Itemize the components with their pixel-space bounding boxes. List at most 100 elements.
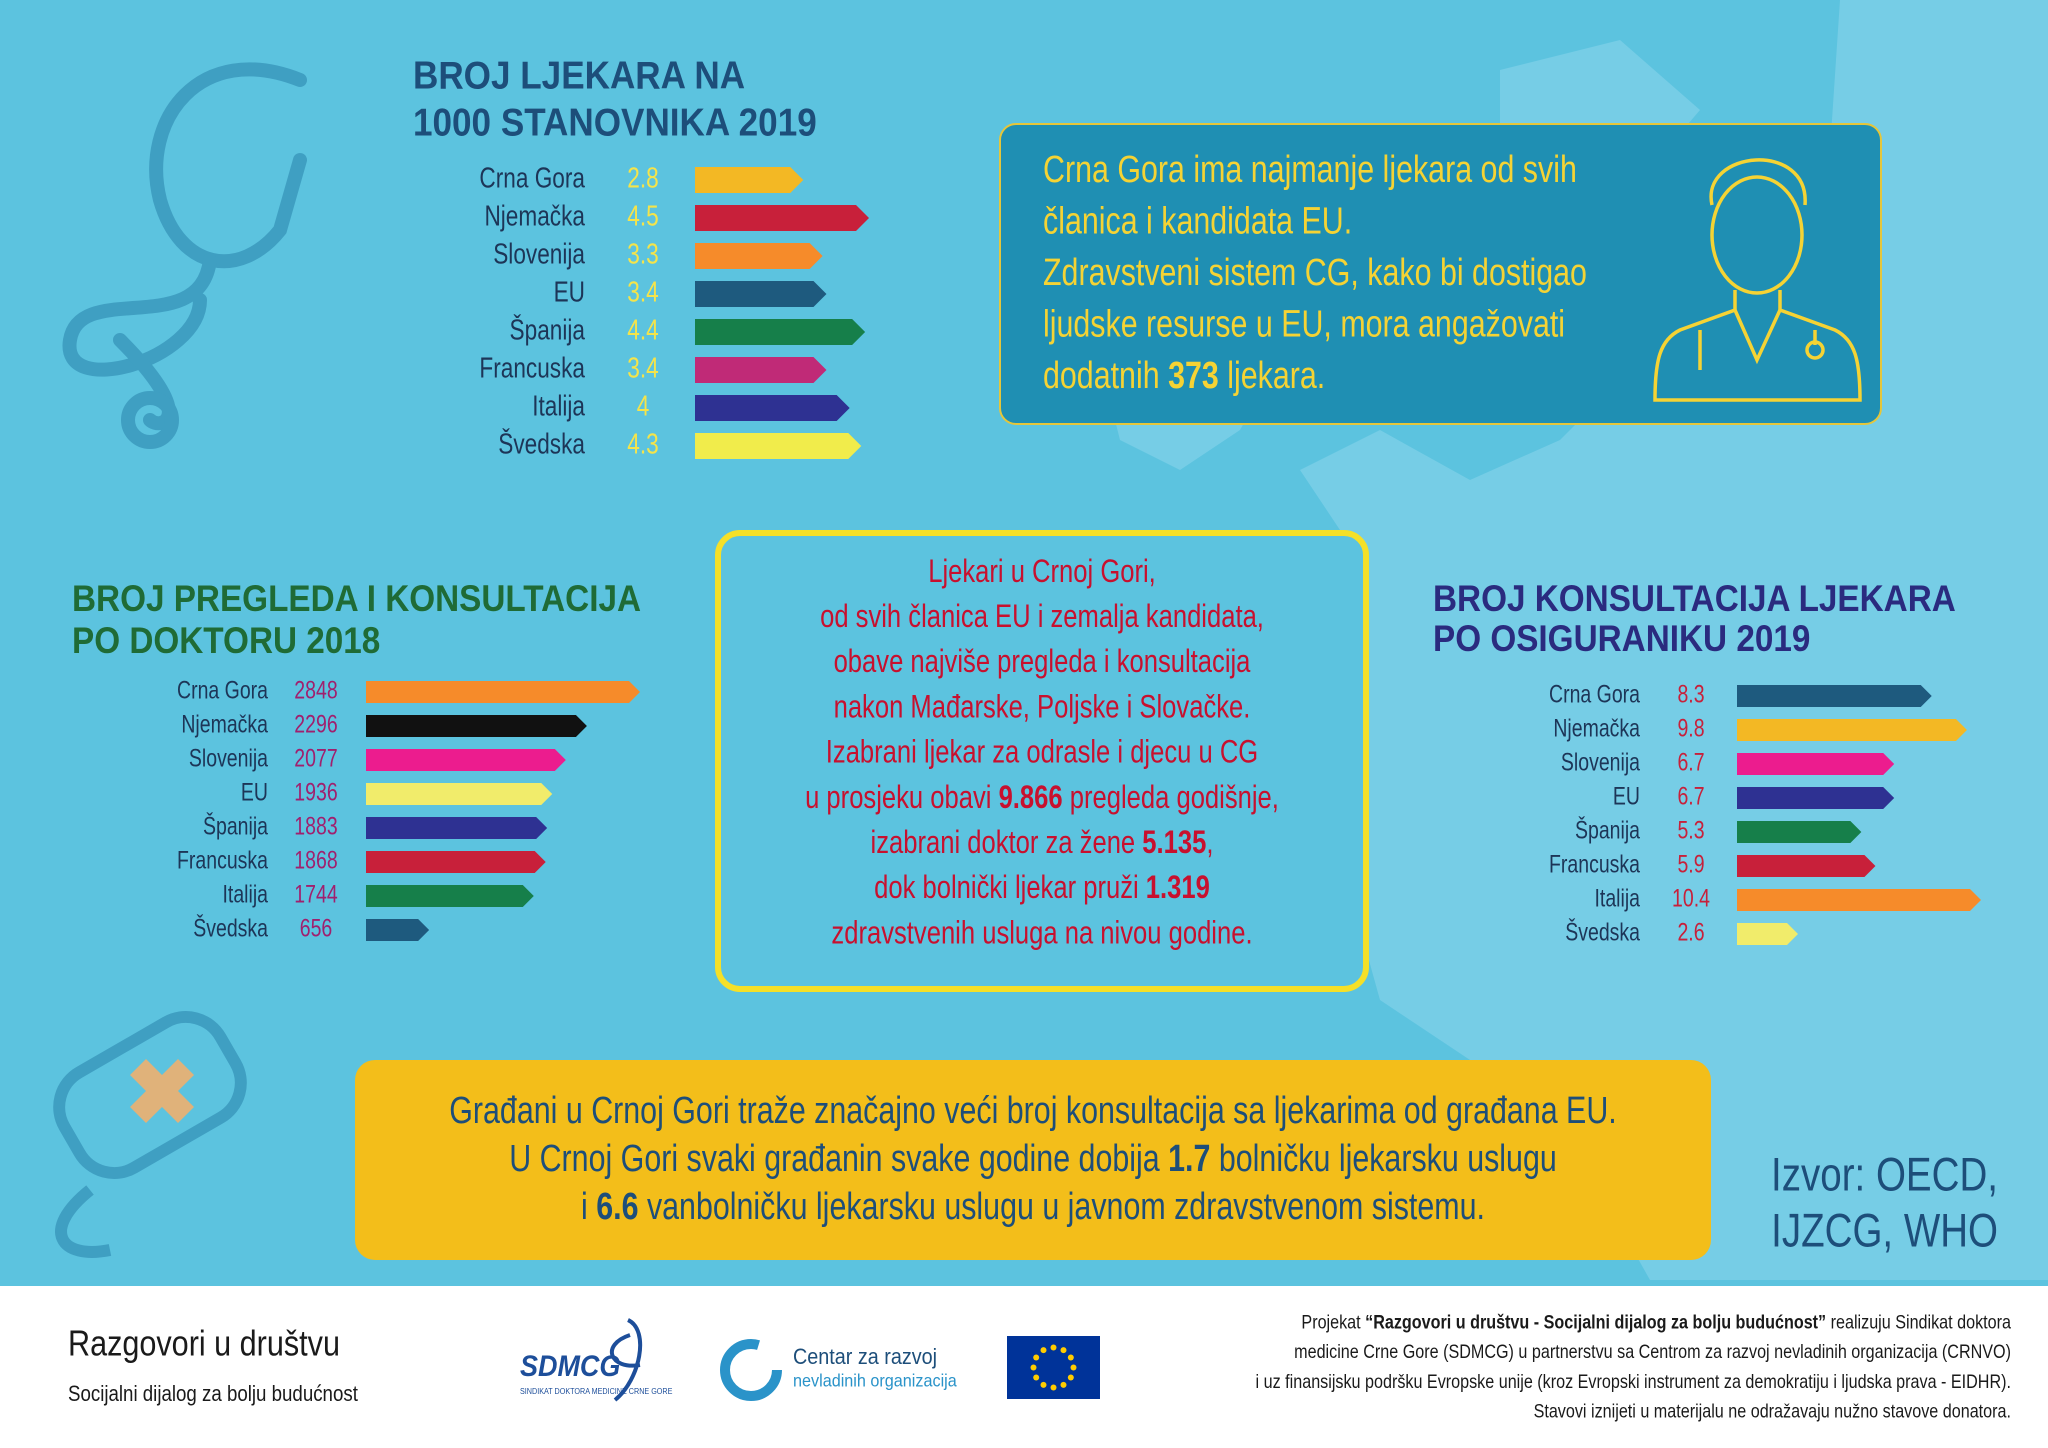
bar xyxy=(695,205,869,231)
value-label: 2077 xyxy=(294,744,337,772)
value-label: 4.3 xyxy=(627,427,658,460)
info-text: Crna Gora ima najmanje ljekara od svih xyxy=(1043,149,1577,191)
bar xyxy=(1737,753,1895,775)
value-label: 1744 xyxy=(294,880,337,908)
text-segment: i uz finansijsku podršku Evropske unije … xyxy=(1256,1370,2011,1392)
text-segment: Stavovi iznijeti u materijalu ne odražav… xyxy=(1534,1400,2011,1422)
bold-text: 373 xyxy=(1168,355,1219,397)
category-label: Švedska xyxy=(1565,918,1640,946)
bar xyxy=(366,783,553,805)
category-label: Njemačka xyxy=(484,199,585,232)
crnvo-name: nevladinih organizacija xyxy=(793,1371,957,1391)
category-label: Francuska xyxy=(177,846,268,874)
eu-stars xyxy=(1030,1344,1077,1391)
crnvo-logo xyxy=(720,1339,782,1401)
bar xyxy=(695,395,850,421)
eu-star xyxy=(1060,1347,1067,1354)
footer-text: i uz finansijsku podršku Evropske unije … xyxy=(1256,1370,2011,1392)
category-label: EU xyxy=(554,275,585,308)
chart-title: 1000 STANOVNIKA 2019 xyxy=(413,100,817,144)
info-text: Zdravstveni sistem CG, kako bi dostigao xyxy=(1043,252,1587,294)
value-label: 5.3 xyxy=(1677,816,1704,844)
bar xyxy=(1737,787,1895,809)
bar xyxy=(366,715,587,737)
category-label: Italija xyxy=(1594,884,1640,912)
eu-star xyxy=(1067,1354,1074,1361)
footer-text: Projekat “Razgovori u društvu - Socijaln… xyxy=(1301,1311,2011,1333)
bar xyxy=(1737,889,1981,911)
text-segment: zdravstvenih usluga na nivou godine. xyxy=(831,915,1252,950)
text-segment: od svih članica EU i zemalja kandidata, xyxy=(820,599,1264,634)
bold-text: 1.319 xyxy=(1146,870,1210,905)
bar xyxy=(1737,719,1967,741)
sdmcg-logo: SDMCG xyxy=(520,1350,620,1384)
eu-star xyxy=(1060,1381,1067,1388)
bottom-text: i 6.6 vanbolničku ljekarsku uslugu u jav… xyxy=(581,1186,1485,1228)
center-text: Ljekari u Crnoj Gori, xyxy=(928,554,1156,589)
text-segment: medicine Crne Gore (SDMCG) u partnerstvu… xyxy=(1294,1340,2011,1362)
text-segment: , xyxy=(1206,825,1213,860)
sdmcg-sub: SINDIKAT DOKTORA MEDICINE CRNE GORE xyxy=(520,1387,672,1396)
text-segment: U Crnoj Gori svaki građanin svake godine… xyxy=(509,1138,1168,1180)
category-label: Švedska xyxy=(498,427,585,460)
value-label: 2.8 xyxy=(627,161,658,194)
bar xyxy=(366,681,640,703)
bar xyxy=(1737,821,1862,843)
value-label: 4.5 xyxy=(627,199,658,232)
footer-title: Razgovori u društvu xyxy=(68,1324,340,1364)
value-label: 3.4 xyxy=(627,275,658,308)
center-text: dok bolnički ljekar pruži 1.319 xyxy=(874,870,1210,905)
chart-title: PO OSIGURANIKU 2019 xyxy=(1433,618,1810,659)
center-text: od svih članica EU i zemalja kandidata, xyxy=(820,599,1264,634)
chart-title: BROJ KONSULTACIJA LJEKARA xyxy=(1433,578,1956,619)
bottom-box xyxy=(355,1060,1711,1260)
footer-text: medicine Crne Gore (SDMCG) u partnerstvu… xyxy=(1294,1340,2011,1362)
eu-star xyxy=(1033,1354,1040,1361)
text-segment: u prosjeku obavi xyxy=(805,780,998,815)
category-label: Švedska xyxy=(193,914,268,942)
bold-text: 9.866 xyxy=(999,780,1063,815)
footer-subtitle: Socijalni dijalog za bolju budućnost xyxy=(68,1382,358,1406)
eu-star xyxy=(1040,1347,1047,1354)
source: Izvor: OECD, xyxy=(1771,1149,1998,1201)
bold-text: “Razgovori u društvu - Socijalni dijalog… xyxy=(1365,1311,1826,1333)
category-label: Crna Gora xyxy=(479,161,585,194)
text-segment: dodatnih xyxy=(1043,355,1168,397)
center-text: zdravstvenih usluga na nivou godine. xyxy=(831,915,1252,950)
value-label: 10.4 xyxy=(1672,884,1710,912)
bar xyxy=(695,281,827,307)
text-segment: bolničku ljekarsku uslugu xyxy=(1210,1138,1556,1180)
category-label: Francuska xyxy=(479,351,585,384)
chart-title: BROJ PREGLEDA I KONSULTACIJA xyxy=(72,578,641,619)
eu-star xyxy=(1040,1381,1047,1388)
bar xyxy=(695,319,866,345)
center-text: nakon Mađarske, Poljske i Slovačke. xyxy=(834,689,1251,724)
info-text: ljudske resurse u EU, mora angažovati xyxy=(1043,303,1565,345)
info-text: dodatnih 373 ljekara. xyxy=(1043,355,1325,397)
bar xyxy=(1737,685,1932,707)
category-label: EU xyxy=(241,778,268,806)
bar xyxy=(366,851,546,873)
center-box xyxy=(715,530,1369,992)
category-label: Italija xyxy=(222,880,268,908)
text-segment: Izabrani ljekar za odrasle i djecu u CG xyxy=(826,735,1258,770)
bar xyxy=(366,749,566,771)
category-label: Crna Gora xyxy=(177,676,268,704)
text-segment: dok bolnički ljekar pruži xyxy=(874,870,1146,905)
value-label: 9.8 xyxy=(1677,714,1704,742)
text-segment: Građani u Crnoj Gori traže značajno veći… xyxy=(449,1090,1616,1132)
bandage-icon xyxy=(53,1011,247,1258)
category-label: Španija xyxy=(203,812,268,840)
category-label: Njemačka xyxy=(181,710,268,738)
bottom-text: Građani u Crnoj Gori traže značajno veći… xyxy=(449,1090,1616,1132)
value-label: 2.6 xyxy=(1677,918,1704,946)
value-label: 1868 xyxy=(294,846,337,874)
category-label: EU xyxy=(1613,782,1640,810)
category-label: Španija xyxy=(1575,816,1640,844)
value-label: 5.9 xyxy=(1677,850,1704,878)
text-segment: i xyxy=(581,1186,596,1228)
center-text: obave najviše pregleda i konsultacija xyxy=(834,644,1252,679)
sdmcg-emblem xyxy=(609,1318,643,1402)
